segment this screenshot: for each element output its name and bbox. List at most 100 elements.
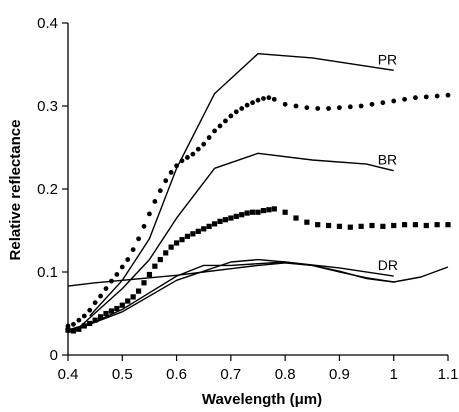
dot-point xyxy=(233,109,239,115)
square-point xyxy=(266,207,272,213)
dot-point xyxy=(423,94,429,100)
square-point xyxy=(114,305,120,312)
y-tick-label: 0.1 xyxy=(37,264,58,281)
x-tick-label: 1.1 xyxy=(438,366,459,383)
square-point xyxy=(141,280,147,286)
dot-point xyxy=(152,199,158,204)
dot-point xyxy=(201,141,207,147)
dot-point xyxy=(195,146,201,152)
dot-point xyxy=(147,211,152,217)
square-point xyxy=(119,302,125,308)
square-point xyxy=(304,219,310,225)
dot-point xyxy=(293,103,299,109)
dot-point xyxy=(179,158,185,164)
square-point xyxy=(179,237,185,243)
x-tick-label: 0.5 xyxy=(112,366,133,383)
square-point xyxy=(255,209,261,215)
series-6-line xyxy=(67,261,394,331)
y-ticks: 0 0.1 0.2 0.3 0.4 xyxy=(37,15,68,364)
series-labels: PR BR DR xyxy=(378,51,398,273)
square-point xyxy=(103,310,109,317)
dot-point xyxy=(163,178,169,184)
dot-point xyxy=(250,100,255,106)
dot-point xyxy=(76,317,82,323)
square-point xyxy=(401,222,408,228)
series-layer xyxy=(65,53,451,334)
square-point xyxy=(391,222,397,229)
square-point xyxy=(380,223,386,229)
dr-line xyxy=(67,258,394,334)
square-point xyxy=(293,215,299,221)
dot-point xyxy=(434,93,440,99)
square-point xyxy=(315,222,321,228)
square-point xyxy=(173,240,180,246)
dot-point xyxy=(65,323,71,329)
y-axis-title: Relative reflectance xyxy=(7,120,24,261)
square-point xyxy=(228,215,234,221)
square-point xyxy=(135,288,142,294)
square-point xyxy=(76,326,82,332)
dot-point xyxy=(413,95,418,101)
square-point xyxy=(92,317,98,323)
square-point xyxy=(336,223,343,229)
dot-point xyxy=(141,223,147,229)
dot-point xyxy=(217,123,223,129)
dot-point xyxy=(174,163,179,169)
dot-point xyxy=(239,106,245,111)
dot-point xyxy=(261,96,266,101)
x-tick-label: 0.6 xyxy=(166,366,187,383)
square-point xyxy=(152,263,158,269)
square-point xyxy=(347,224,353,230)
square-point xyxy=(163,250,169,256)
square-point xyxy=(168,244,174,250)
dot-point xyxy=(445,92,451,98)
dot-point xyxy=(98,293,103,299)
dot-point xyxy=(337,105,342,111)
dot-point xyxy=(402,96,407,102)
square-point xyxy=(190,231,196,237)
square-point xyxy=(282,209,288,215)
series-1-dots xyxy=(65,92,451,329)
dot-point xyxy=(255,97,261,103)
dot-point xyxy=(157,188,163,194)
dot-point xyxy=(103,286,109,291)
pr-line xyxy=(89,53,394,317)
dot-point xyxy=(130,247,136,252)
square-point xyxy=(222,217,229,223)
dot-point xyxy=(391,98,397,104)
square-point xyxy=(358,223,364,229)
dot-point xyxy=(190,151,196,157)
square-point xyxy=(97,314,104,320)
dot-point xyxy=(125,257,131,262)
square-point xyxy=(239,212,245,218)
dot-point xyxy=(212,128,217,134)
dot-point xyxy=(304,105,310,111)
dot-point xyxy=(223,118,228,124)
dr-series-label: DR xyxy=(378,257,398,273)
dot-point xyxy=(228,113,234,119)
square-point xyxy=(423,222,429,229)
square-point xyxy=(201,226,207,232)
dot-point xyxy=(87,307,93,313)
dot-point xyxy=(119,264,125,270)
square-point xyxy=(125,298,131,304)
dot-point xyxy=(92,300,98,306)
x-tick-label: 0.4 xyxy=(58,366,79,383)
y-tick-label: 0.3 xyxy=(37,98,58,115)
square-point xyxy=(244,210,250,216)
dot-point xyxy=(271,96,277,102)
plot-frame xyxy=(67,23,448,356)
dot-point xyxy=(315,106,321,111)
square-point xyxy=(211,221,218,227)
dot-point xyxy=(380,100,386,106)
square-point xyxy=(325,222,332,229)
x-ticks: 0.4 0.5 0.6 0.7 0.8 0.9 1 1.1 xyxy=(58,355,459,383)
dot-point xyxy=(168,170,174,175)
br-series-label: BR xyxy=(378,152,397,168)
square-point xyxy=(195,228,201,234)
square-point xyxy=(271,206,277,212)
dot-point xyxy=(369,101,375,107)
square-point xyxy=(130,294,136,300)
y-tick-label: 0.2 xyxy=(37,181,58,198)
